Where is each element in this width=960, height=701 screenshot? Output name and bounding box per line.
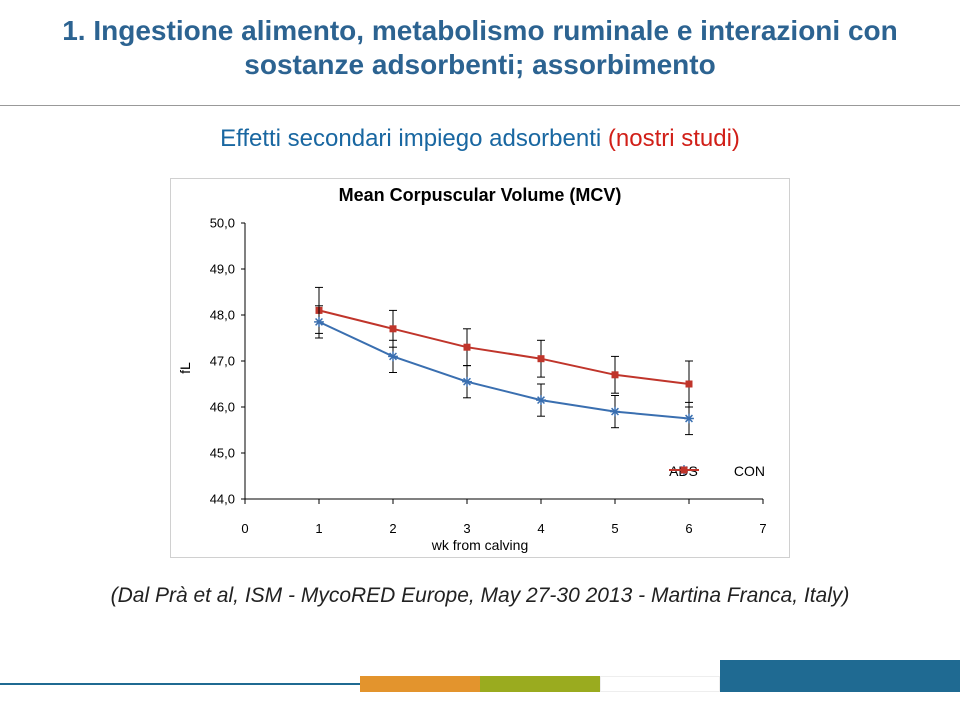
attribution: (Dal Prà et al, ISM - MycoRED Europe, Ma… [40, 584, 920, 608]
mcv-chart: Mean Corpuscular Volume (MCV) fL 44,045,… [170, 178, 790, 558]
xtick-label: 7 [759, 519, 766, 536]
x-axis-label: wk from calving [432, 537, 528, 553]
ytick-label: 46,0 [210, 400, 241, 415]
band-green [480, 676, 600, 692]
ytick-label: 50,0 [210, 216, 241, 231]
ytick-label: 49,0 [210, 262, 241, 277]
subtitle: Effetti secondari impiego adsorbenti (no… [40, 125, 920, 153]
chart-plot-area: 44,045,046,047,048,049,050,001234567ADSC… [241, 219, 771, 519]
band-teal-2 [850, 660, 960, 692]
chart-title: Mean Corpuscular Volume (MCV) [171, 185, 789, 206]
chart-legend: ADSCON [669, 463, 765, 479]
decorative-band [0, 657, 960, 701]
xtick-label: 6 [685, 519, 692, 536]
page-title: 1. Ingestione alimento, metabolismo rumi… [40, 14, 920, 81]
xtick-label: 0 [241, 519, 248, 536]
ytick-label: 48,0 [210, 308, 241, 323]
ytick-label: 44,0 [210, 492, 241, 507]
band-white [600, 676, 720, 692]
xtick-label: 1 [315, 519, 322, 536]
subtitle-red: (nostri studi) [608, 125, 740, 152]
xtick-label: 2 [389, 519, 396, 536]
band-line [0, 683, 360, 685]
divider [0, 105, 960, 106]
slide: 1. Ingestione alimento, metabolismo rumi… [0, 0, 960, 701]
xtick-label: 3 [463, 519, 470, 536]
ytick-label: 47,0 [210, 354, 241, 369]
ytick-label: 45,0 [210, 446, 241, 461]
xtick-label: 5 [611, 519, 618, 536]
subtitle-blue: Effetti secondari impiego adsorbenti [220, 125, 608, 152]
band-teal-1 [720, 660, 850, 692]
legend-item: CON [734, 463, 765, 479]
xtick-label: 4 [537, 519, 544, 536]
band-orange [360, 676, 480, 692]
y-axis-label: fL [177, 362, 193, 374]
legend-label: CON [734, 463, 765, 479]
